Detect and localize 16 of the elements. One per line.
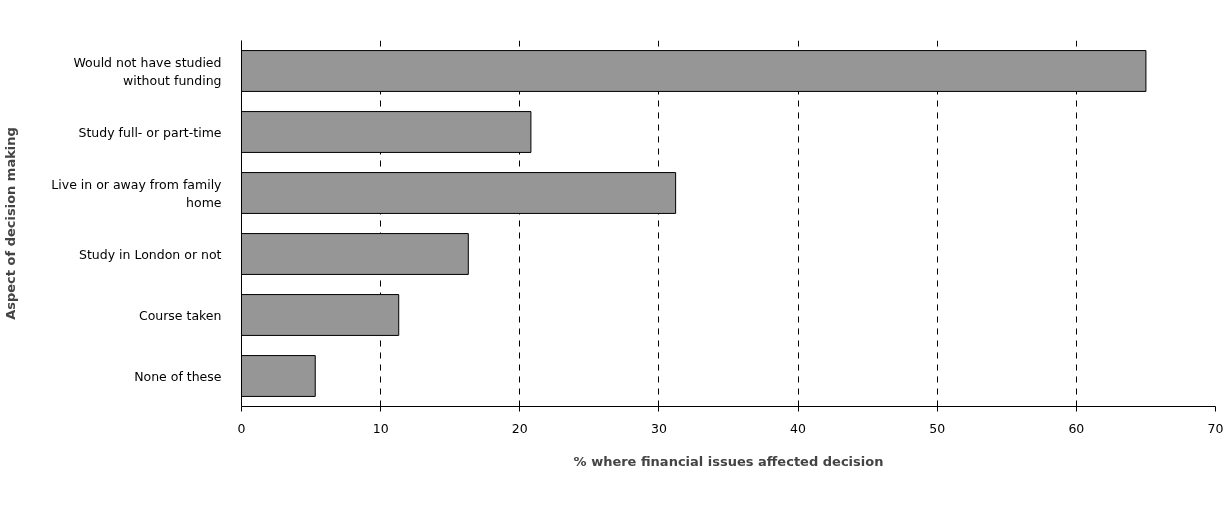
y-tick-label: Would not have studied without funding: [73, 54, 222, 88]
y-tick-label: Live in or away from family home: [51, 176, 223, 210]
y-tick-label: None of these: [134, 368, 222, 384]
x-tick-label: 40: [790, 420, 807, 436]
y-tick-label: Study in London or not: [79, 246, 222, 262]
y-tick-label: Study full- or part-time: [78, 124, 222, 140]
y-tick-label: Course taken: [138, 307, 222, 323]
x-axis-title: % where financial issues affected decision: [573, 453, 884, 469]
x-tick-label: 60: [1068, 420, 1085, 436]
x-tick-label: 50: [929, 420, 946, 436]
x-tick-label: 20: [511, 420, 528, 436]
x-tick-label: 30: [650, 420, 667, 436]
x-tick-label: 0: [237, 420, 246, 436]
y-axis-title: Aspect of decision making: [3, 127, 19, 320]
x-tick-label: 70: [1207, 420, 1224, 436]
x-tick-label: 10: [372, 420, 389, 436]
